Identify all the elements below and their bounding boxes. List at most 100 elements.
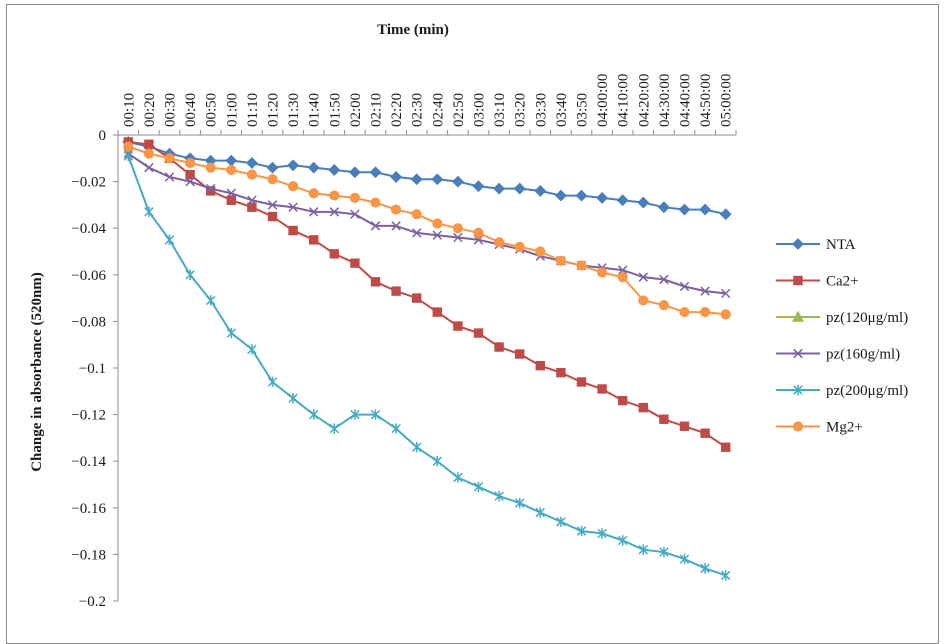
data-point [308,207,319,217]
x-tick-label: 02:40 [430,93,446,127]
legend-item: Ca2+ [776,274,859,290]
legend-label: pz(160g/ml) [826,347,900,363]
data-point [205,295,216,306]
data-point [309,235,319,245]
data-point [473,227,484,238]
data-point [246,169,257,180]
data-point [659,274,669,285]
data-point [720,309,731,320]
x-tick-label: 02:10 [369,93,385,127]
data-point [288,225,298,236]
data-point [493,182,506,195]
data-point [700,306,711,318]
legend-label: Mg2+ [826,420,863,436]
legend-marker [793,348,803,359]
data-point [307,161,320,174]
series-line [128,141,727,449]
data-point [226,195,237,205]
x-tick-label: 00:30 [163,93,179,127]
data-point [472,180,485,193]
y-tick-label: −0.02 [71,175,106,191]
data-point [245,157,258,169]
data-point [576,525,587,537]
data-point [329,249,340,259]
data-point [267,376,278,388]
data-point [185,169,195,180]
data-point [329,423,340,434]
data-point [329,207,340,217]
data-point [657,201,670,214]
y-tick-label: −0.08 [71,314,106,330]
data-point [514,497,525,509]
data-point [678,203,691,216]
data-point [432,218,443,229]
data-point [576,260,587,271]
data-point [328,164,341,176]
data-point [266,161,279,174]
data-point [226,327,237,339]
data-point [411,209,422,220]
data-point [659,546,669,558]
data-point [451,175,464,188]
data-point [618,395,628,406]
x-tick-label: 04:00:00 [595,74,611,127]
data-point [721,442,731,452]
legend-marker [791,310,805,322]
data-point [432,456,443,467]
y-tick-label: 0 [99,128,107,144]
data-point [638,402,648,413]
data-point [267,211,278,222]
series-layer [122,136,732,581]
data-point [555,255,567,266]
data-point [453,232,463,243]
data-point [144,139,154,150]
legend-item: pz(160g/ml) [776,347,900,363]
data-point [144,162,154,173]
data-point [453,321,463,331]
data-point [473,481,484,493]
x-tick-label: 02:00 [348,93,364,127]
data-point [185,176,195,187]
data-point [658,299,670,311]
data-point [348,166,361,179]
data-point [185,157,196,169]
data-point [720,288,731,299]
data-point [432,230,443,240]
data-point [679,306,690,318]
data-point [638,544,649,555]
x-tick-label: 02:50 [451,93,467,127]
data-point [390,171,403,183]
data-point [164,153,175,164]
data-point [616,194,629,207]
x-tick-label: 04:30:00 [657,74,673,127]
data-point [637,196,650,209]
data-point [452,223,463,234]
data-point [350,258,360,268]
x-tick-label: 03:10 [492,93,508,127]
data-point [370,221,381,231]
data-point [267,174,278,185]
data-point [226,164,237,176]
data-point [494,237,505,248]
x-tick-label: 03:40 [554,93,570,127]
series-4 [123,150,731,581]
data-point [329,190,340,201]
x-tick-label: 02:30 [410,93,426,127]
data-point [494,490,504,502]
legend-marker [792,238,804,250]
data-point [432,307,443,317]
x-tick-label: 01:10 [245,93,261,127]
x-tick-label: 00:10 [121,93,137,127]
data-point [349,192,360,204]
data-point [350,409,360,420]
data-point [391,204,402,215]
data-point [288,181,299,192]
data-point [411,228,422,238]
data-point [534,185,547,197]
x-tick-label: 00:50 [204,93,220,127]
data-point [597,384,607,394]
x-tick-label: 00:20 [142,93,158,127]
data-point [391,221,401,231]
data-point [205,162,216,173]
data-point [700,563,710,574]
